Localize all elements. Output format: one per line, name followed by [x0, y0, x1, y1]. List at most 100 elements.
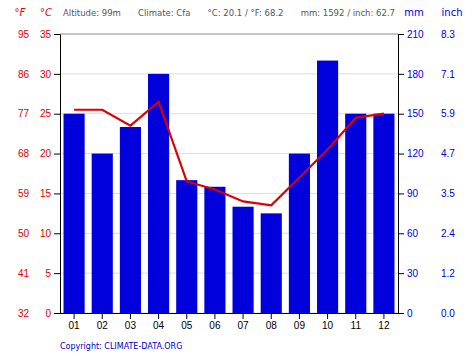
tick: 8.3: [438, 29, 455, 40]
tick: 86: [18, 69, 32, 80]
tick: 77: [18, 108, 32, 119]
axis-line: [54, 35, 61, 314]
tick-label: 15: [40, 188, 52, 199]
tick: 05: [181, 313, 193, 331]
tick-mark: [398, 74, 404, 75]
tick: 5.9: [438, 108, 455, 119]
tick-label: 77: [18, 108, 30, 119]
tick-label: 150: [407, 108, 424, 119]
tick-label: 05: [181, 320, 193, 331]
tick: 10: [40, 228, 60, 239]
tick: 03: [125, 313, 137, 331]
bar: [204, 187, 225, 313]
tick-mark: [398, 233, 404, 234]
tick: 25: [40, 108, 60, 119]
tick: 06: [209, 313, 221, 331]
tick-mark: [355, 313, 356, 319]
tick: 20: [40, 148, 60, 159]
tick: 04: [153, 313, 165, 331]
tick-mark: [398, 154, 404, 155]
tick: 120: [398, 148, 424, 159]
y-label: °C: [40, 7, 52, 18]
tick-label: 0: [45, 308, 51, 319]
tick-label: 2.4: [441, 228, 455, 239]
tick-mark: [398, 34, 404, 35]
tick-label: 5: [45, 268, 51, 279]
y-label-f: °F: [15, 7, 26, 18]
tick: 07: [238, 313, 250, 331]
tick-label: 90: [407, 188, 419, 199]
header: Climate: Cfa: [138, 8, 190, 18]
tick-label: 32: [18, 308, 30, 319]
tick-label: 1.2: [441, 268, 455, 279]
bar: [261, 213, 282, 313]
tick-label: 68: [18, 148, 30, 159]
tick: 41: [18, 268, 32, 279]
tick-label: 25: [40, 108, 52, 119]
grid-line: [60, 34, 398, 35]
tick-label: 03: [125, 320, 137, 331]
tick-label: 10: [40, 228, 52, 239]
x-axis: 01 02 03 04 05 06 07 08 09 10 11 12: [61, 313, 399, 331]
tick-label: 35: [40, 29, 52, 40]
tick-label: 30: [40, 69, 52, 80]
tick: 02: [97, 313, 109, 331]
tick: 150: [398, 108, 424, 119]
tick: 30: [40, 69, 60, 80]
tick-mark: [54, 34, 60, 35]
tick: 2.4: [438, 228, 455, 239]
tick: 7.1: [438, 69, 455, 80]
tick-label: 12: [378, 320, 390, 331]
plot: 0102030405060708091011120510152025303532…: [18, 29, 455, 331]
tick-label: 20: [40, 148, 52, 159]
bar: [317, 61, 338, 313]
tick-label: 08: [266, 320, 278, 331]
bar: [120, 127, 141, 313]
tick: 50: [18, 228, 32, 239]
top-border: [60, 34, 398, 35]
tick: 32: [18, 308, 32, 319]
axis-line: [61, 313, 399, 314]
tick: 210: [398, 29, 424, 40]
tick-label: 01: [69, 320, 81, 331]
tick: 0: [45, 308, 60, 319]
tick-mark: [54, 154, 60, 155]
tick-mark: [383, 313, 384, 319]
bar: [176, 180, 197, 313]
tick-mark: [214, 313, 215, 319]
tick-label: 59: [18, 188, 30, 199]
grid: [60, 34, 398, 313]
tick-label: 60: [407, 228, 419, 239]
tick: 08: [266, 313, 278, 331]
tick-label: 10: [322, 320, 334, 331]
tick: 09: [294, 313, 306, 331]
tick-mark: [158, 313, 159, 319]
tick-mark: [54, 233, 60, 234]
y2-axis-inch: 0.01.22.43.54.75.97.18.3: [438, 29, 455, 319]
tick-mark: [398, 114, 404, 115]
tick-label: 11: [351, 320, 362, 331]
bar: [373, 114, 394, 313]
tick-label: 210: [407, 29, 424, 40]
tick: 30: [398, 268, 419, 279]
tick-label: 50: [18, 228, 30, 239]
tick-mark: [398, 273, 404, 274]
tick-mark: [186, 313, 187, 319]
tick: 11: [351, 313, 362, 331]
tick-mark: [54, 74, 60, 75]
tick: 15: [40, 188, 60, 199]
y-axis: 0 5 10 15 20 25 30 35: [40, 29, 61, 319]
tick: 1.2: [438, 268, 455, 279]
tick: 180: [398, 69, 424, 80]
tick-mark: [54, 313, 60, 314]
header: mm: 1592 / inch: 62.7: [301, 8, 395, 18]
y2-label-inch: inch: [442, 7, 463, 18]
tick-label: 5.9: [441, 108, 455, 119]
tick-label: 3.5: [441, 188, 455, 199]
tick-mark: [54, 273, 60, 274]
tick-label: 30: [407, 268, 419, 279]
tick-label: 8.3: [441, 29, 455, 40]
temperature-line: [74, 102, 384, 206]
tick-mark: [54, 114, 60, 115]
tick: 68: [18, 148, 32, 159]
